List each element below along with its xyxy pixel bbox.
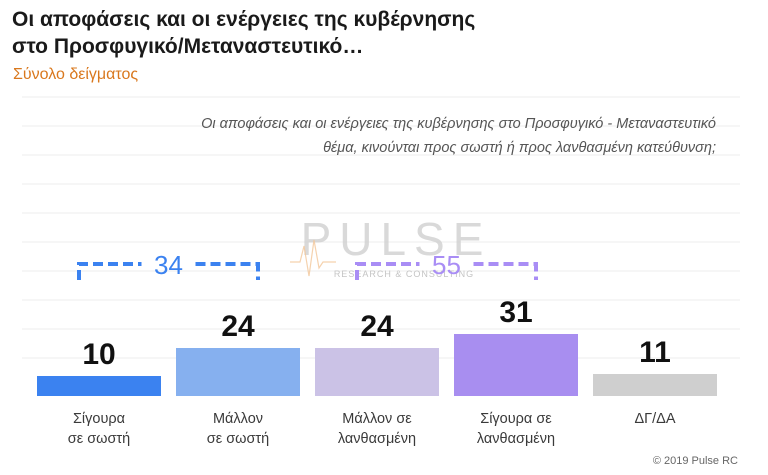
category-label-0-1: σε σωστή <box>68 431 130 447</box>
group-bracket-right-0 <box>195 262 260 280</box>
category-label-1-1: σε σωστή <box>207 431 269 447</box>
watermark-tagline: RESEARCH & CONSULTING <box>334 269 474 279</box>
title-line-2: στο Προσφυγικό/Μεταναστευτικό… <box>12 35 364 58</box>
group-bracket-left-1 <box>355 262 420 280</box>
bar-1 <box>176 348 300 396</box>
bar-2 <box>315 348 439 396</box>
question-line-2: θέμα, κινούνται προς σωστή ή προς λανθασ… <box>323 140 716 156</box>
category-label-3-0: Σίγουρα σε <box>480 411 552 427</box>
chart-title: Οι αποφάσεις και οι ενέργειες της κυβέρν… <box>12 6 572 60</box>
group-total-1: 55 <box>432 250 461 280</box>
group-total-0: 34 <box>154 250 183 280</box>
group-bracket-right-1 <box>473 262 538 280</box>
group-bracket-left-0 <box>77 262 142 280</box>
category-label-3-1: λανθασμένη <box>477 431 555 447</box>
data-label-3: 31 <box>499 296 532 329</box>
data-label-0: 10 <box>82 338 115 371</box>
data-label-4: 11 <box>639 336 671 369</box>
copyright-text: © 2019 Pulse RC <box>652 455 738 467</box>
category-label-2-1: λανθασμένη <box>338 431 416 447</box>
survey-question: Οι αποφάσεις και οι ενέργειες της κυβέρν… <box>76 112 716 160</box>
question-line-1: Οι αποφάσεις και οι ενέργειες της κυβέρν… <box>201 116 716 132</box>
category-label-1-0: Μάλλον <box>213 411 263 427</box>
category-label-4-0: ΔΓ/ΔΑ <box>634 411 675 427</box>
bar-4 <box>593 374 717 396</box>
data-label-1: 24 <box>221 310 255 343</box>
bar-3 <box>454 334 578 396</box>
bar-0 <box>37 376 161 396</box>
category-label-0-0: Σίγουρα <box>73 411 125 427</box>
category-label-2-0: Μάλλον σε <box>342 411 412 427</box>
title-line-1: Οι αποφάσεις και οι ενέργειες της κυβέρν… <box>12 8 476 31</box>
watermark-name: PULSE <box>301 213 492 265</box>
chart-subtitle: Σύνολο δείγματος <box>13 66 139 83</box>
watermark-pulse-line <box>290 239 336 277</box>
data-label-2: 24 <box>360 310 394 343</box>
